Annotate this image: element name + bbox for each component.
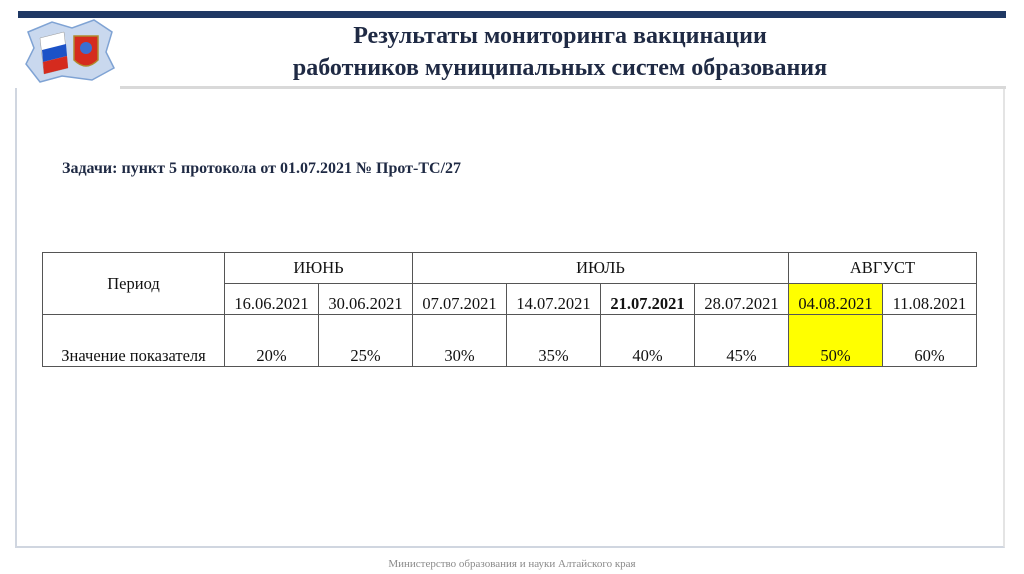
table: Период ИЮНЬ ИЮЛЬ АВГУСТ 16.06.2021 30.06.2021… bbox=[42, 252, 977, 367]
value-cell: 20% bbox=[224, 314, 319, 367]
month-row: Период ИЮНЬ ИЮЛЬ АВГУСТ bbox=[42, 252, 977, 315]
period-label: Период bbox=[42, 252, 225, 315]
value-cell: 30% bbox=[412, 314, 507, 367]
title: Результаты мониторинга вакцинации работн… bbox=[140, 20, 980, 84]
title-rule bbox=[120, 86, 1006, 89]
title-line: Результаты мониторинга вакцинации bbox=[353, 23, 767, 49]
date-row: 16.06.2021 30.06.2021 07.07.2021 14.07.2021… bbox=[43, 283, 977, 315]
top-bar bbox=[18, 11, 1006, 18]
date-cell: 07.07.2021 bbox=[412, 283, 507, 315]
month-cell: ИЮНЬ bbox=[224, 252, 413, 284]
date-cell: 30.06.2021 bbox=[318, 283, 413, 315]
date-cell: 16.06.2021 bbox=[224, 283, 319, 315]
value-cell: 50% bbox=[788, 314, 883, 367]
date-cell: 11.08.2021 bbox=[882, 283, 977, 315]
title-line: работников муниципальных систем образова… bbox=[292, 55, 828, 81]
month-cell: ИЮЛЬ bbox=[412, 252, 789, 284]
value-label: Значение показателя bbox=[42, 314, 225, 367]
date-cell: 14.07.2021 bbox=[506, 283, 601, 315]
value-cell: 60% bbox=[882, 314, 977, 367]
logo bbox=[25, 19, 115, 83]
date-cell: 28.07.2021 bbox=[694, 283, 789, 315]
footer: Министерство образования и науки Алтайск… bbox=[388, 558, 636, 570]
frame bbox=[15, 88, 1005, 548]
date-cell: 21.07.2021 bbox=[600, 283, 695, 315]
value-cell: 25% bbox=[318, 314, 413, 367]
date-cell: 04.08.2021 bbox=[788, 283, 883, 315]
value-cell: 40% bbox=[600, 314, 695, 367]
value-cell: 35% bbox=[506, 314, 601, 367]
value-row: Значение показателя 20% 25% 30% 35% 40% 45% 50%… bbox=[42, 314, 977, 367]
task: Задачи: пункт 5 протокола от 01.07.2021 … bbox=[62, 160, 462, 177]
value-cell: 45% bbox=[694, 314, 789, 367]
month-cell: АВГУСТ bbox=[788, 252, 977, 284]
